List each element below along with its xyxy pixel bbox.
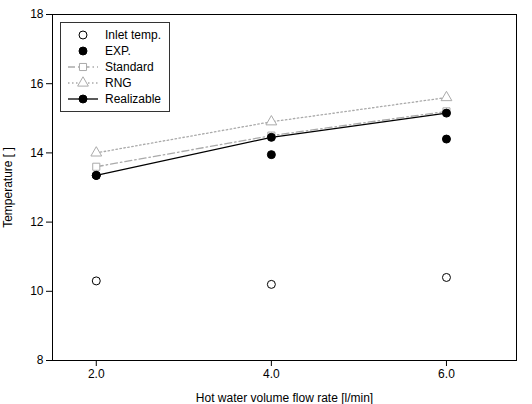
- svg-text:12: 12: [30, 215, 44, 229]
- html-text:RNG: RNG: [105, 76, 132, 90]
- svg-text:10: 10: [30, 284, 44, 298]
- svg-text:Hot water volume flow rate [l/: Hot water volume flow rate [l/min]: [196, 391, 373, 404]
- html-text:Standard: Standard: [105, 60, 154, 74]
- html-text:Inlet temp.: Inlet temp.: [105, 28, 161, 42]
- svg-text:6.0: 6.0: [438, 367, 455, 381]
- html-text:EXP.: EXP.: [105, 44, 131, 58]
- html-text:Realizable: Realizable: [105, 92, 161, 106]
- svg-text:2.0: 2.0: [88, 367, 105, 381]
- svg-text:Temperature [ ]: Temperature [ ]: [1, 147, 15, 228]
- svg-text:14: 14: [30, 146, 44, 160]
- svg-text:16: 16: [30, 77, 44, 91]
- svg-text:8: 8: [37, 353, 44, 367]
- svg-text:18: 18: [30, 7, 44, 21]
- svg-text:4.0: 4.0: [263, 367, 280, 381]
